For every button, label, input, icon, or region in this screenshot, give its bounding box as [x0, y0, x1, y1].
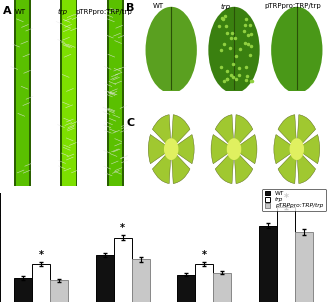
Bar	[122, 0, 124, 185]
Text: trp: trp	[221, 3, 231, 10]
Bar	[76, 0, 77, 185]
Bar	[60, 0, 77, 185]
Text: *: *	[284, 193, 289, 203]
Text: B: B	[126, 3, 135, 14]
Bar	[14, 0, 16, 185]
Wedge shape	[148, 134, 171, 164]
Wedge shape	[171, 115, 190, 149]
Bar	[14, 278, 32, 302]
Wedge shape	[278, 115, 297, 149]
Text: *: *	[38, 250, 43, 260]
Bar	[196, 264, 214, 302]
Wedge shape	[297, 149, 316, 184]
Wedge shape	[234, 134, 257, 164]
Wedge shape	[171, 149, 190, 184]
Legend: WT, trp, pTRPpro:TRP/trp: WT, trp, pTRPpro:TRP/trp	[262, 188, 326, 211]
Text: A: A	[3, 6, 11, 16]
Bar	[14, 0, 31, 185]
Bar	[32, 264, 50, 302]
Wedge shape	[274, 134, 297, 164]
Wedge shape	[211, 134, 234, 164]
Bar	[29, 0, 31, 185]
Text: WT: WT	[15, 9, 26, 15]
Bar	[50, 280, 68, 302]
Text: *: *	[120, 223, 125, 233]
Bar	[96, 255, 114, 302]
Bar	[114, 238, 131, 302]
Wedge shape	[152, 149, 171, 184]
Wedge shape	[215, 115, 234, 149]
Wedge shape	[297, 115, 316, 149]
Text: trp: trp	[57, 9, 67, 15]
Bar	[107, 0, 109, 185]
Text: WT: WT	[152, 3, 164, 9]
Wedge shape	[278, 149, 297, 184]
Ellipse shape	[208, 7, 260, 93]
Text: C: C	[127, 117, 135, 127]
Text: pTRPpro:TRP/trp: pTRPpro:TRP/trp	[265, 3, 321, 9]
Wedge shape	[152, 115, 171, 149]
Circle shape	[164, 138, 179, 160]
Circle shape	[227, 138, 241, 160]
Bar	[131, 259, 150, 302]
Wedge shape	[215, 149, 234, 184]
Ellipse shape	[271, 7, 322, 93]
Wedge shape	[234, 149, 253, 184]
Bar	[214, 272, 232, 302]
Circle shape	[290, 138, 304, 160]
Ellipse shape	[146, 7, 197, 93]
Bar	[107, 0, 124, 185]
Bar	[277, 207, 295, 302]
Wedge shape	[297, 134, 320, 164]
Bar	[259, 226, 277, 302]
Bar	[60, 0, 62, 185]
Bar	[295, 232, 313, 302]
Bar	[177, 275, 196, 302]
Text: pTRPpro:TRP/trp: pTRPpro:TRP/trp	[75, 9, 132, 15]
Wedge shape	[234, 115, 253, 149]
Text: *: *	[202, 250, 207, 260]
Wedge shape	[171, 134, 194, 164]
